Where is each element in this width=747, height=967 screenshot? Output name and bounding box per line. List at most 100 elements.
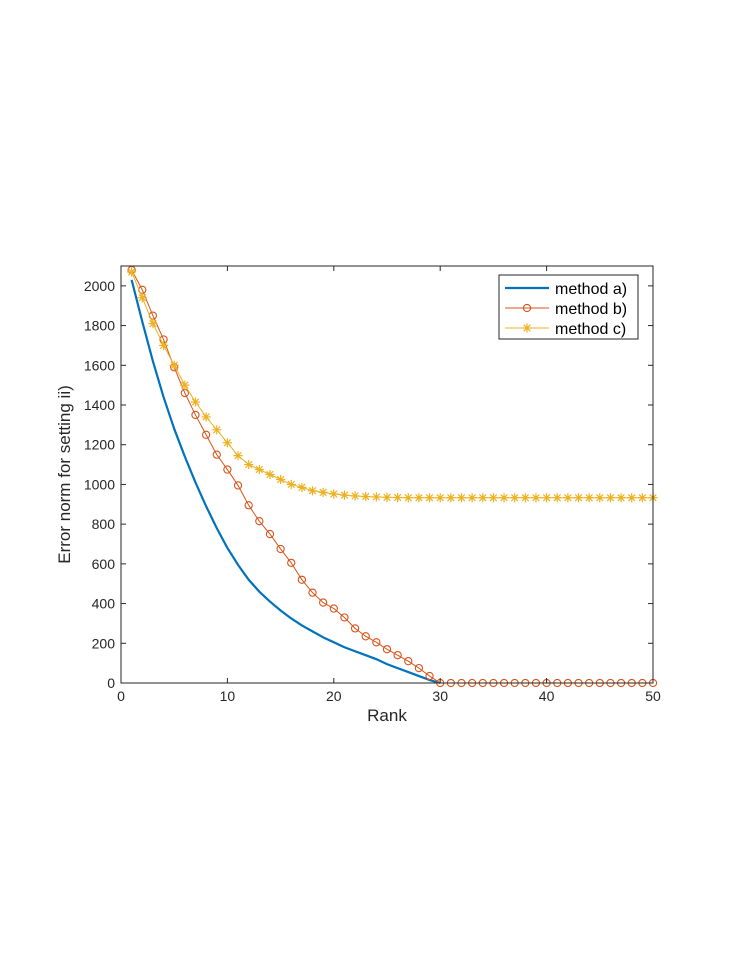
data-point (542, 493, 552, 503)
data-point (350, 491, 360, 501)
data-point (361, 491, 371, 502)
y-tick-label: 2000 (84, 278, 115, 294)
y-tick-label: 1200 (84, 437, 115, 453)
data-point (339, 490, 350, 500)
data-point (254, 464, 264, 475)
y-tick-label: 1000 (84, 476, 115, 492)
data-point (286, 479, 296, 490)
data-point (244, 459, 254, 470)
data-point (318, 487, 328, 497)
data-point (403, 493, 413, 503)
x-tick-label: 0 (117, 688, 125, 704)
y-axis-label: Error norm for setting ii) (55, 385, 74, 564)
x-tick-label: 50 (645, 688, 661, 704)
data-point (552, 493, 562, 503)
legend-marker (522, 303, 532, 313)
data-point (404, 657, 413, 666)
data-point (148, 318, 158, 329)
data-point (276, 474, 286, 485)
data-point (425, 671, 434, 681)
x-tick-label: 10 (220, 688, 236, 704)
data-point (201, 412, 211, 422)
y-tick-label: 800 (92, 516, 116, 532)
data-point (201, 430, 211, 439)
legend-label: method a) (555, 281, 627, 298)
data-point (467, 493, 477, 503)
data-point (488, 493, 498, 503)
data-point (435, 493, 445, 503)
data-point (137, 293, 147, 303)
data-point (372, 638, 381, 647)
legend-label: method b) (555, 301, 627, 318)
y-tick-label: 1600 (84, 357, 115, 373)
data-point (307, 486, 318, 496)
data-point (595, 493, 605, 503)
data-point (233, 481, 243, 490)
data-point (255, 517, 264, 526)
data-point (329, 604, 338, 613)
data-point (127, 267, 137, 277)
data-point (382, 492, 392, 502)
x-tick-label: 20 (326, 688, 342, 704)
data-point (287, 558, 296, 568)
data-point (510, 493, 520, 503)
legend-entry-1: method b) (505, 301, 627, 318)
data-point (520, 493, 530, 503)
data-point (616, 493, 626, 503)
data-point (190, 397, 201, 407)
data-point (244, 501, 253, 510)
legend-label: method c) (555, 321, 626, 338)
data-point (276, 544, 285, 554)
legend-entry-0: method a) (505, 281, 627, 298)
data-point (382, 645, 392, 654)
series-2 (127, 267, 658, 503)
data-point (180, 380, 190, 390)
data-point (361, 632, 370, 641)
data-point (414, 663, 424, 673)
data-point (308, 588, 317, 597)
data-point (573, 493, 584, 503)
data-point (340, 613, 349, 622)
y-tick-label: 400 (92, 596, 116, 612)
data-point (212, 450, 221, 459)
data-point (424, 493, 435, 503)
data-point (531, 493, 541, 503)
legend: method a) method b) method c) (498, 274, 639, 340)
data-point (191, 410, 200, 420)
data-point (265, 469, 275, 480)
series-0 (130, 279, 441, 685)
data-point (637, 493, 647, 503)
data-point (329, 489, 339, 499)
y-tick-label: 0 (107, 675, 115, 691)
data-point (499, 493, 509, 503)
series-line-0 (130, 279, 441, 685)
data-point (169, 360, 179, 370)
data-point (297, 482, 307, 493)
x-axis-label: Rank (367, 706, 407, 725)
data-point (456, 493, 467, 503)
axes-box (120, 265, 654, 684)
x-tick-label: 30 (432, 688, 448, 704)
data-point (233, 451, 243, 461)
data-point (627, 493, 637, 503)
series-layer (127, 265, 658, 688)
axes-layer: 0 10 20 30 40 50 0 200 400 600 800 1000 1200 1400 1600… (55, 265, 661, 725)
data-point (414, 493, 424, 503)
data-point (297, 575, 307, 584)
data-point (478, 493, 488, 503)
y-tick-label: 1800 (84, 318, 115, 334)
legend-marker (522, 323, 532, 333)
y-tick-label: 1400 (84, 397, 115, 413)
data-point (158, 340, 169, 351)
y-tick-label: 600 (92, 556, 116, 572)
data-point (393, 492, 403, 503)
data-point (212, 425, 222, 435)
x-tick-label: 40 (539, 688, 555, 704)
data-point (350, 624, 360, 633)
data-point (393, 651, 402, 660)
data-point (223, 465, 232, 474)
data-point (605, 493, 616, 503)
data-point (265, 529, 275, 539)
data-point (563, 493, 573, 503)
